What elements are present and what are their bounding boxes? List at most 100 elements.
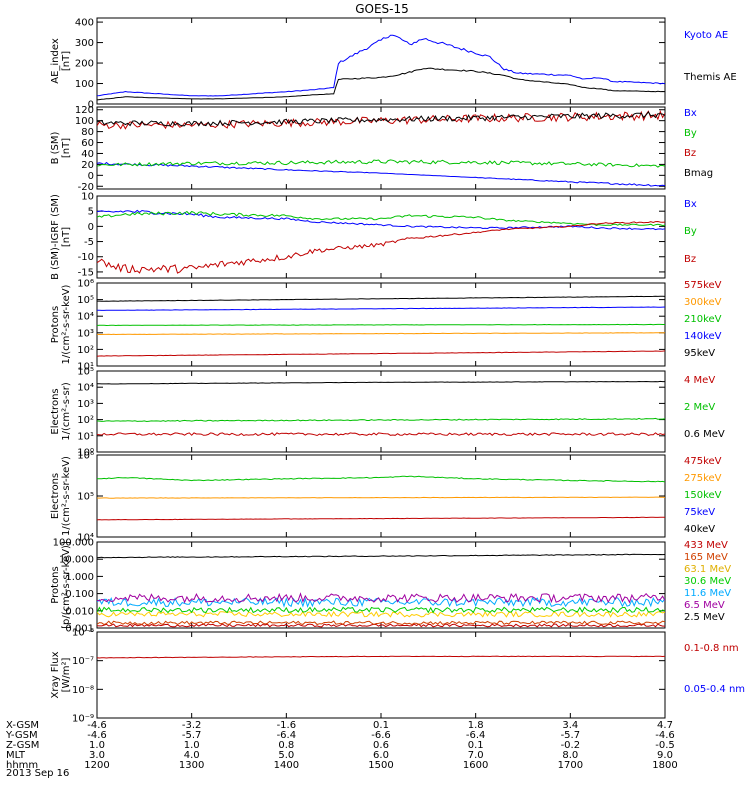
y-axis-label-line: 1/(cm²-s-sr) — [61, 382, 72, 441]
series-line-protons1-0 — [97, 350, 665, 357]
y-tick-label: 10⁻⁹ — [72, 714, 94, 725]
y-tick-label: 10⁵ — [77, 295, 94, 306]
series-line-electrons2-3 — [97, 430, 665, 431]
y-tick-label: 120 — [75, 105, 94, 116]
y-axis-label-line: Protons — [50, 566, 61, 603]
panel-electrons1: 10⁰ 10¹ 10² 10³ 10⁴ 10⁵ Electrons1/(cm²-s-sr) — [50, 367, 666, 459]
y-axis-label: Electrons1/(cm²-s-sr) — [50, 382, 72, 441]
series-line-bsm-1 — [97, 159, 665, 168]
series-line-protons1-2 — [97, 323, 665, 327]
series-line-electrons1-0 — [97, 432, 665, 437]
y-tick-label: 100 — [75, 116, 94, 127]
series-line-bsm-0 — [97, 161, 665, 187]
series-line-protons1-4 — [97, 295, 665, 302]
y-tick-label: 0.010 — [65, 606, 94, 617]
panel-frame — [96, 195, 666, 279]
y-axis-label: Protons[p/(cm²-s-sr-keV)] — [50, 541, 72, 629]
series-line-bsm-3 — [97, 111, 665, 127]
panel-frame — [96, 454, 666, 538]
y-tick-label: 100 — [75, 79, 94, 90]
panels: 0100200300400AE_index[nT]-20020406080100… — [50, 17, 666, 725]
y-axis-label-line: Xray Flux — [50, 651, 61, 698]
y-tick-label: 0 — [88, 100, 94, 111]
panel-protons2: 0.0010.0100.1001.00010.000100.000Protons… — [50, 538, 666, 635]
y-tick-label: 10⁴ — [77, 312, 94, 323]
series-line-ae-1 — [97, 67, 665, 101]
y-tick-label: 10² — [77, 345, 94, 356]
series-line-protons2-1 — [97, 620, 665, 626]
y-axis-label: B (SM)-IGRF (SM)[nT] — [50, 194, 72, 280]
y-tick-label: 10³ — [77, 399, 94, 410]
y-tick-label: 10⁻⁸ — [72, 685, 94, 696]
y-tick-label: -5 — [84, 237, 94, 248]
y-axis-label-line: Protons — [50, 306, 61, 343]
series-line-bigrf-1 — [97, 210, 665, 227]
panel-xray: 10⁻⁹ 10⁻⁸ 10⁻⁷ 10⁻⁶ Xray Flux[W/m²] — [50, 628, 666, 725]
y-tick-label: 10⁴ — [77, 533, 94, 544]
series-line-protons2-3 — [97, 606, 665, 614]
series-line-protons2-6 — [97, 553, 665, 559]
series-line-electrons2-0 — [97, 516, 665, 521]
y-tick-label: 10⁻⁷ — [72, 656, 94, 667]
series-line-bigrf-2 — [97, 220, 665, 274]
series-line-bigrf-0 — [97, 209, 665, 231]
panel-protons1: 10¹ 10² 10³ 10⁴ 10⁵ 10⁶ Protons1/(cm²-s-sr-keV… — [50, 279, 666, 373]
panel-frame — [96, 17, 666, 105]
y-axis-label-line: B (SM) — [50, 131, 61, 164]
panel-frame — [96, 631, 666, 719]
y-tick-label: -20 — [78, 182, 94, 193]
y-tick-label: 60 — [81, 138, 94, 149]
y-axis-label-line: Electrons — [50, 473, 61, 519]
series-line-protons1-3 — [97, 306, 665, 311]
y-tick-label: -10 — [78, 252, 94, 263]
y-tick-label: 20 — [81, 160, 94, 171]
chart-title: GOES-15 — [355, 2, 409, 16]
y-axis-label: AE_index[nT] — [50, 38, 72, 84]
y-tick-label: 10¹ — [77, 431, 94, 442]
y-tick-label: 0 — [88, 171, 94, 182]
y-tick-label: 0 — [88, 222, 94, 233]
y-tick-label: 300 — [75, 38, 94, 49]
y-axis-label: Xray Flux[W/m²] — [50, 651, 72, 698]
y-tick-label: 100.000 — [53, 538, 94, 549]
y-axis-label-line: B (SM)-IGRF (SM) — [50, 194, 61, 280]
y-tick-label: 10³ — [77, 328, 94, 339]
y-axis-label: B (SM)[nT] — [50, 131, 72, 164]
y-axis-label-line: Electrons — [50, 388, 61, 434]
series-line-bsm-2 — [97, 109, 665, 130]
y-axis-label: Protons1/(cm²-s-sr-keV) — [50, 284, 72, 364]
y-tick-label: 10.000 — [59, 555, 94, 566]
y-tick-label: 10² — [77, 415, 94, 426]
y-tick-label: 0.001 — [65, 624, 94, 635]
y-axis-label-line: AE_index — [50, 38, 61, 84]
series-line-electrons2-1 — [97, 496, 665, 499]
y-tick-label: 10⁶ — [77, 451, 94, 462]
y-tick-label: 10 — [81, 192, 94, 203]
y-axis-label-line: [nT] — [61, 138, 72, 158]
series-line-protons2-0 — [97, 623, 665, 628]
panel-bigrf: -15 -10 -5 0 5 10 B (SM)-IGRF (SM)[nT] — [50, 192, 666, 280]
y-tick-label: 10⁶ — [77, 279, 94, 290]
series-line-xray-0 — [97, 655, 665, 659]
panel-frame — [96, 106, 666, 190]
y-axis-label-line: [W/m²] — [61, 657, 72, 692]
y-tick-label: 10⁴ — [77, 383, 94, 394]
y-tick-label: -15 — [78, 267, 94, 278]
panel-electrons2: 10⁴ 10⁵ 10⁶ Electrons1/(cm²-s-sr-keV) — [50, 430, 666, 544]
y-tick-label: 0.100 — [65, 589, 94, 600]
y-tick-label: 10¹ — [77, 362, 94, 373]
series-line-electrons1-2 — [97, 380, 665, 385]
date-label: 2013 Sep 16 — [6, 768, 70, 779]
y-axis-label-line: [p/(cm²-s-sr-keV)] — [61, 541, 72, 629]
y-tick-label: 400 — [75, 18, 94, 29]
series-line-electrons2-2 — [97, 475, 665, 483]
y-tick-label: 40 — [81, 149, 94, 160]
y-axis-label-line: 1/(cm²-s-sr-keV) — [61, 456, 72, 536]
y-axis-label: Electrons1/(cm²-s-sr-keV) — [50, 456, 72, 536]
y-axis-label-line: [nT] — [61, 227, 72, 247]
y-tick-label: 5 — [88, 207, 94, 218]
y-tick-label: 10⁻⁶ — [72, 628, 94, 639]
